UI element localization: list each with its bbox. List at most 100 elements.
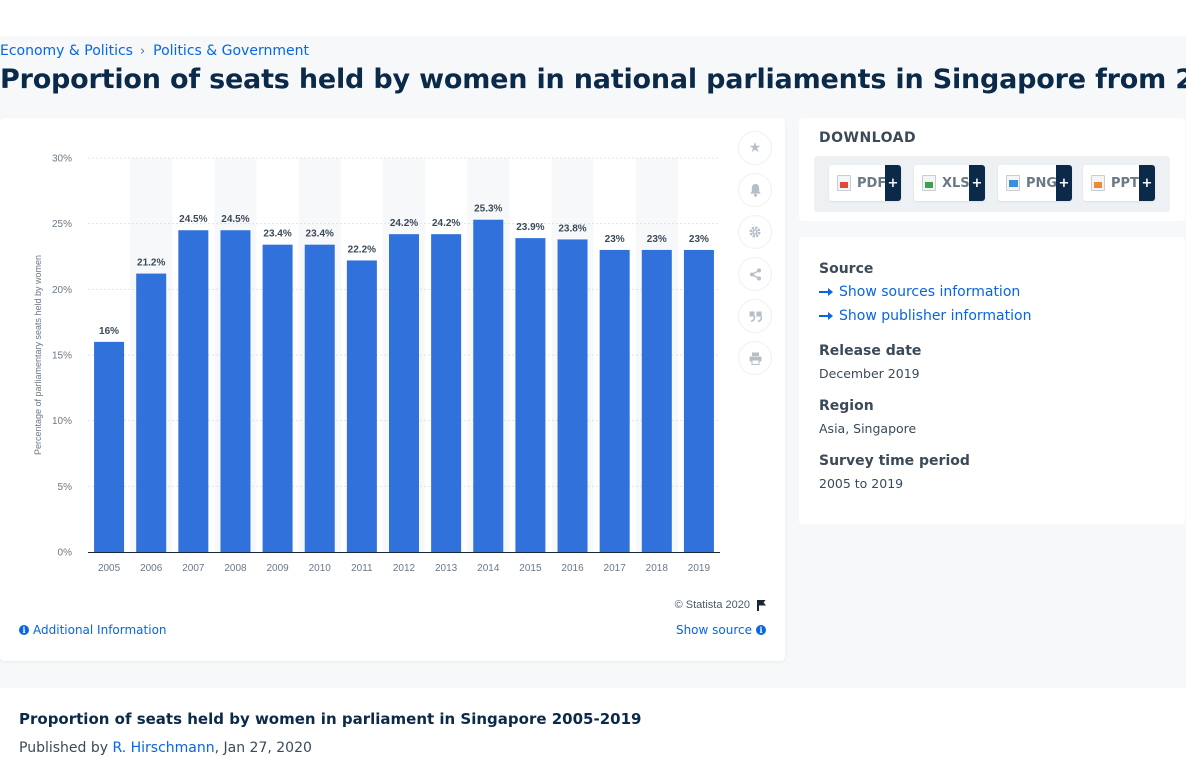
bar <box>136 273 167 552</box>
download-png-button[interactable]: PNG + <box>998 165 1072 201</box>
info-icon: i <box>756 625 766 635</box>
data-label: 23.4% <box>263 229 291 240</box>
y-tick-label: 30% <box>52 154 72 165</box>
share-icon <box>749 268 761 280</box>
x-tick-label: 2011 <box>351 563 373 574</box>
xls-file-icon <box>922 175 936 191</box>
png-plus: + <box>1056 165 1072 201</box>
bar <box>346 260 377 552</box>
bar <box>262 244 293 552</box>
bell-icon <box>749 184 761 197</box>
source-heading: Source <box>819 261 874 277</box>
x-tick-label: 2019 <box>688 563 711 574</box>
data-label: 23.4% <box>306 229 334 240</box>
x-tick-label: 2016 <box>561 563 584 574</box>
bar-chart: 0% 5% 10% 15% 20% 25% 30% Percentage of parliam… <box>33 154 720 574</box>
x-tick-label: 2018 <box>646 563 669 574</box>
breadcrumb: Economy & Politics › Politics & Governme… <box>0 43 309 59</box>
region-value: Asia, Singapore <box>819 421 917 436</box>
bar <box>304 244 335 552</box>
download-pdf-button[interactable]: PDF + <box>829 165 901 201</box>
settings-button[interactable] <box>738 215 772 249</box>
quote-icon <box>749 311 762 322</box>
data-label: 23% <box>605 234 625 245</box>
bar <box>599 249 630 552</box>
release-date-heading: Release date <box>819 343 922 359</box>
breadcrumb-economy-politics[interactable]: Economy & Politics <box>0 43 133 59</box>
y-tick-label: 5% <box>58 482 73 493</box>
release-date-value: December 2019 <box>819 366 920 381</box>
x-tick-label: 2008 <box>224 563 247 574</box>
show-publisher-link[interactable]: Show publisher information <box>819 308 1031 324</box>
arrow-right-icon <box>819 311 833 321</box>
show-source-link[interactable]: Show source i <box>676 623 766 637</box>
x-tick-label: 2010 <box>309 563 332 574</box>
y-tick-label: 20% <box>52 285 72 296</box>
bar <box>683 249 714 552</box>
x-tick-label: 2014 <box>477 563 500 574</box>
statistic-details: Source Show sources information Show pub… <box>799 237 1185 524</box>
print-button[interactable] <box>738 341 772 375</box>
notification-button[interactable] <box>738 173 772 207</box>
data-label: 16% <box>99 326 119 337</box>
region-heading: Region <box>819 398 874 414</box>
bar <box>473 219 504 552</box>
data-label: 25.3% <box>474 204 502 215</box>
copyright-text: © Statista 2020 <box>674 599 750 611</box>
pdf-plus: + <box>885 165 901 201</box>
author-link[interactable]: R. Hirschmann <box>112 740 215 756</box>
share-button[interactable] <box>738 257 772 291</box>
x-tick-label: 2017 <box>604 563 627 574</box>
data-label: 21.2% <box>137 258 165 269</box>
x-tick-label: 2012 <box>393 563 416 574</box>
bar <box>220 230 251 552</box>
bar <box>641 249 672 552</box>
additional-information-link[interactable]: i Additional Information <box>19 623 167 637</box>
bar <box>557 239 588 552</box>
data-label: 23% <box>689 234 709 245</box>
show-sources-link[interactable]: Show sources information <box>819 284 1020 300</box>
pdf-file-icon <box>837 175 851 191</box>
favorite-button[interactable]: ★ <box>738 131 772 165</box>
show-sources-label: Show sources information <box>839 284 1021 300</box>
data-label: 23.8% <box>558 223 586 234</box>
star-icon: ★ <box>748 140 762 156</box>
bar <box>94 341 125 552</box>
flag-icon[interactable] <box>756 599 767 611</box>
survey-period-heading: Survey time period <box>819 453 970 469</box>
y-tick-label: 25% <box>52 219 72 230</box>
data-label: 24.5% <box>221 214 249 225</box>
cite-button[interactable] <box>738 299 772 333</box>
download-ppt-button[interactable]: PPT + <box>1083 165 1155 201</box>
x-tick-label: 2009 <box>266 563 289 574</box>
breadcrumb-separator: › <box>139 43 146 59</box>
data-label: 24.5% <box>179 214 207 225</box>
arrow-right-icon <box>819 287 833 297</box>
bar <box>389 234 419 552</box>
x-tick-label: 2006 <box>140 563 163 574</box>
png-label: PNG <box>1026 175 1058 191</box>
chart-copyright: © Statista 2020 <box>675 599 767 611</box>
y-tick-label: 0% <box>58 548 73 559</box>
info-icon: i <box>19 625 29 635</box>
published-date: , Jan 27, 2020 <box>214 740 312 756</box>
bar <box>178 230 209 552</box>
y-tick-label: 10% <box>52 416 72 427</box>
bar <box>515 238 546 552</box>
statistic-title: Proportion of seats held by women in par… <box>19 710 642 728</box>
published-by: Published by R. Hirschmann, Jan 27, 2020 <box>19 740 312 756</box>
bar <box>431 234 462 552</box>
xls-label: XLS <box>942 175 970 191</box>
xls-plus: + <box>969 165 985 201</box>
pdf-label: PDF <box>857 175 887 191</box>
description-card: Proportion of seats held by women in par… <box>0 688 1186 760</box>
show-publisher-label: Show publisher information <box>839 308 1032 324</box>
data-label: 22.2% <box>348 244 376 255</box>
download-buttons: PDF + XLS + PNG + PPT + <box>814 156 1170 212</box>
download-xls-button[interactable]: XLS + <box>914 165 985 201</box>
breadcrumb-politics-government[interactable]: Politics & Government <box>153 43 309 59</box>
data-label: 24.2% <box>432 218 460 229</box>
survey-period-value: 2005 to 2019 <box>819 476 904 491</box>
ppt-label: PPT <box>1111 175 1139 191</box>
y-axis-title: Percentage of parliamentary seats held b… <box>33 255 43 455</box>
